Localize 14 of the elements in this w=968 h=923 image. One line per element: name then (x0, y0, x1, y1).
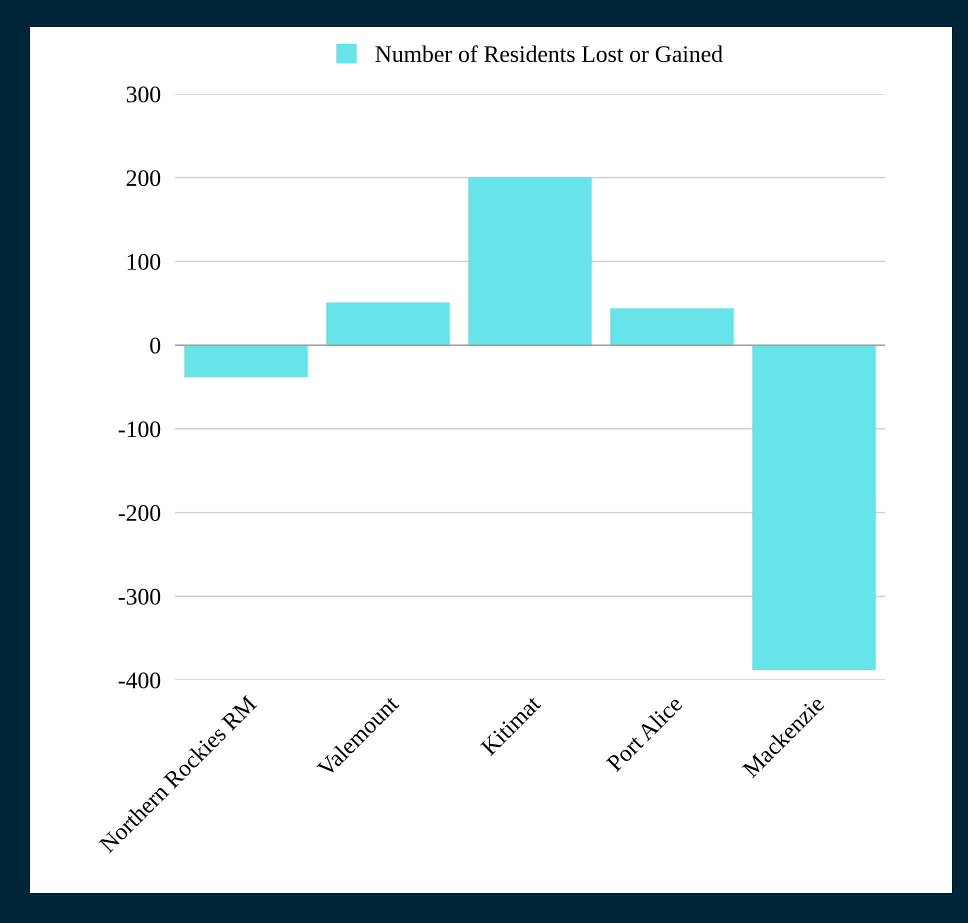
y-tick-label: -300 (118, 588, 160, 605)
y-tick-label: 300 (126, 86, 160, 102)
y-tick-label: 0 (150, 338, 160, 354)
y-tick-label: -100 (118, 421, 160, 438)
y-tick-label: -400 (118, 672, 160, 688)
y-tick-label: 100 (128, 254, 160, 270)
bar (468, 176, 592, 346)
bar (184, 345, 308, 377)
bar (752, 345, 876, 670)
bar (326, 302, 450, 346)
y-tick-label: 200 (126, 170, 160, 186)
y-tick-label: -200 (118, 505, 160, 521)
legend-label: Number of Residents Lost or Gained (375, 45, 723, 62)
bar (610, 308, 734, 346)
